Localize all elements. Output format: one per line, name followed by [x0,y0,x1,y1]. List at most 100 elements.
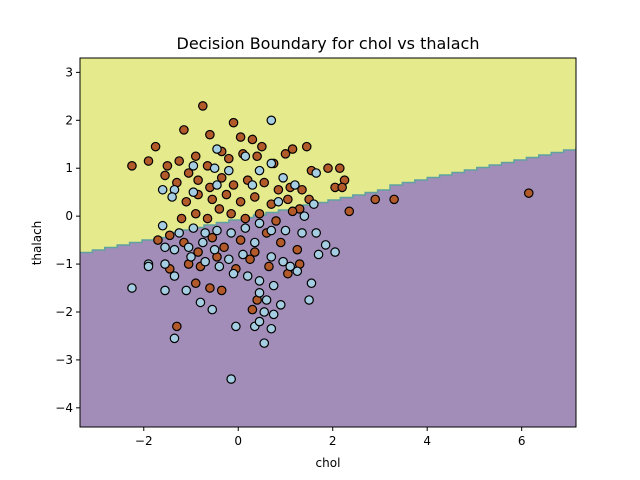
y-axis-label: thalach [30,221,44,266]
y-tick-label: 2 [65,113,73,127]
scatter-point-class-0 [344,206,355,217]
scatter-point-class-1 [273,196,284,207]
scatter-point-class-0 [127,161,137,171]
scatter-point-class-1 [207,304,218,315]
scatter-point-class-1 [266,158,277,169]
scatter-point-class-0 [205,283,215,293]
scatter-point-class-0 [235,196,246,207]
scatter-point-class-0 [228,117,239,128]
scatter-point-class-1 [268,280,279,291]
scatter-point-class-1 [266,225,277,236]
scatter-point-class-1 [212,225,222,236]
scatter-point-class-0 [205,129,215,140]
y-tick-label: 1 [65,161,73,175]
scatter-point-class-0 [143,156,154,166]
scatter-point-class-1 [157,184,168,195]
scatter-point-class-1 [212,180,222,190]
scatter-point-class-1 [198,237,208,248]
scatter-point-class-0 [164,230,175,241]
scatter-point-class-0 [292,244,303,255]
scatter-point-class-0 [273,184,284,195]
scatter-point-class-1 [290,180,300,190]
y-tick-label: 0 [65,209,73,223]
scatter-point-class-1 [311,168,321,178]
scatter-point-class-1 [160,259,170,269]
y-tick-label: 3 [65,65,73,79]
scatter-point-class-0 [271,216,281,226]
scatter-point-class-1 [186,252,196,262]
scatter-point-class-0 [219,242,229,253]
scatter-point-class-1 [209,163,220,174]
scatter-point-class-1 [157,220,168,231]
scatter-point-class-0 [370,194,381,205]
x-tick-label: 2 [329,434,337,448]
scatter-point-class-0 [193,175,203,186]
scatter-point-class-1 [278,173,288,183]
scatter-point-class-0 [257,141,267,152]
scatter-point-class-0 [190,278,201,289]
scatter-point-class-0 [252,151,262,162]
scatter-point-class-0 [297,184,307,195]
scatter-point-class-0 [275,237,286,248]
scatter-point-class-1 [320,240,331,250]
scatter-point-class-1 [304,295,314,305]
scatter-point-class-1 [200,228,210,238]
scatter-point-class-1 [188,161,199,171]
scatter-point-class-0 [216,285,227,296]
scatter-point-class-1 [169,244,180,255]
scatter-point-class-1 [259,338,270,348]
scatter-point-class-1 [183,242,194,253]
scatter-point-class-1 [266,323,277,334]
x-tick-label: 6 [518,434,526,448]
scatter-point-class-1 [254,316,265,327]
scatter-point-class-0 [160,170,170,181]
scatter-point-class-0 [190,208,201,219]
scatter-point-class-1 [330,247,340,257]
x-tick-label: −2 [135,434,153,448]
y-tick-label: −2 [55,305,73,319]
scatter-point-class-1 [160,242,170,253]
scatter-point-class-1 [280,225,291,236]
scatter-point-class-1 [143,261,154,272]
scatter-point-class-1 [268,309,279,320]
scatter-point-class-1 [259,307,270,317]
x-tick-label: 4 [423,434,431,448]
scatter-points [127,101,534,384]
scatter-point-class-0 [150,141,161,152]
scatter-point-class-1 [188,187,199,197]
scatter-point-class-0 [224,153,234,164]
scatter-point-class-0 [153,235,163,245]
y-tick-label: −4 [55,401,73,415]
scatter-point-class-1 [174,228,184,238]
scatter-point-class-1 [306,278,317,289]
scatter-point-class-1 [266,252,277,262]
scatter-point-class-0 [240,213,251,224]
scatter-point-class-0 [221,189,232,200]
scatter-point-class-0 [176,213,187,224]
scatter-point-class-0 [280,149,291,159]
scatter-point-class-1 [181,285,192,296]
scatter-point-class-0 [247,304,258,315]
scatter-point-class-1 [254,165,265,176]
scatter-point-class-1 [299,211,310,221]
scatter-point-class-0 [228,180,239,190]
scatter-point-class-0 [287,206,298,217]
scatter-point-class-1 [254,276,265,286]
scatter-point-class-0 [301,141,312,152]
scatter-point-class-1 [167,192,177,202]
y-tick-label: −3 [55,353,73,367]
scatter-point-class-1 [266,115,277,126]
scatter-point-class-1 [195,297,206,308]
scatter-point-class-0 [323,163,333,174]
scatter-point-class-1 [297,228,307,238]
scatter-point-class-1 [169,271,180,281]
scatter-point-class-0 [245,254,255,265]
scatter-point-class-1 [160,285,170,296]
scatter-point-class-1 [228,268,239,279]
scatter-point-class-0 [207,194,218,205]
plot-area [80,58,576,427]
scatter-point-class-1 [238,249,248,260]
scatter-point-class-1 [249,237,260,248]
scatter-point-class-0 [190,151,201,162]
